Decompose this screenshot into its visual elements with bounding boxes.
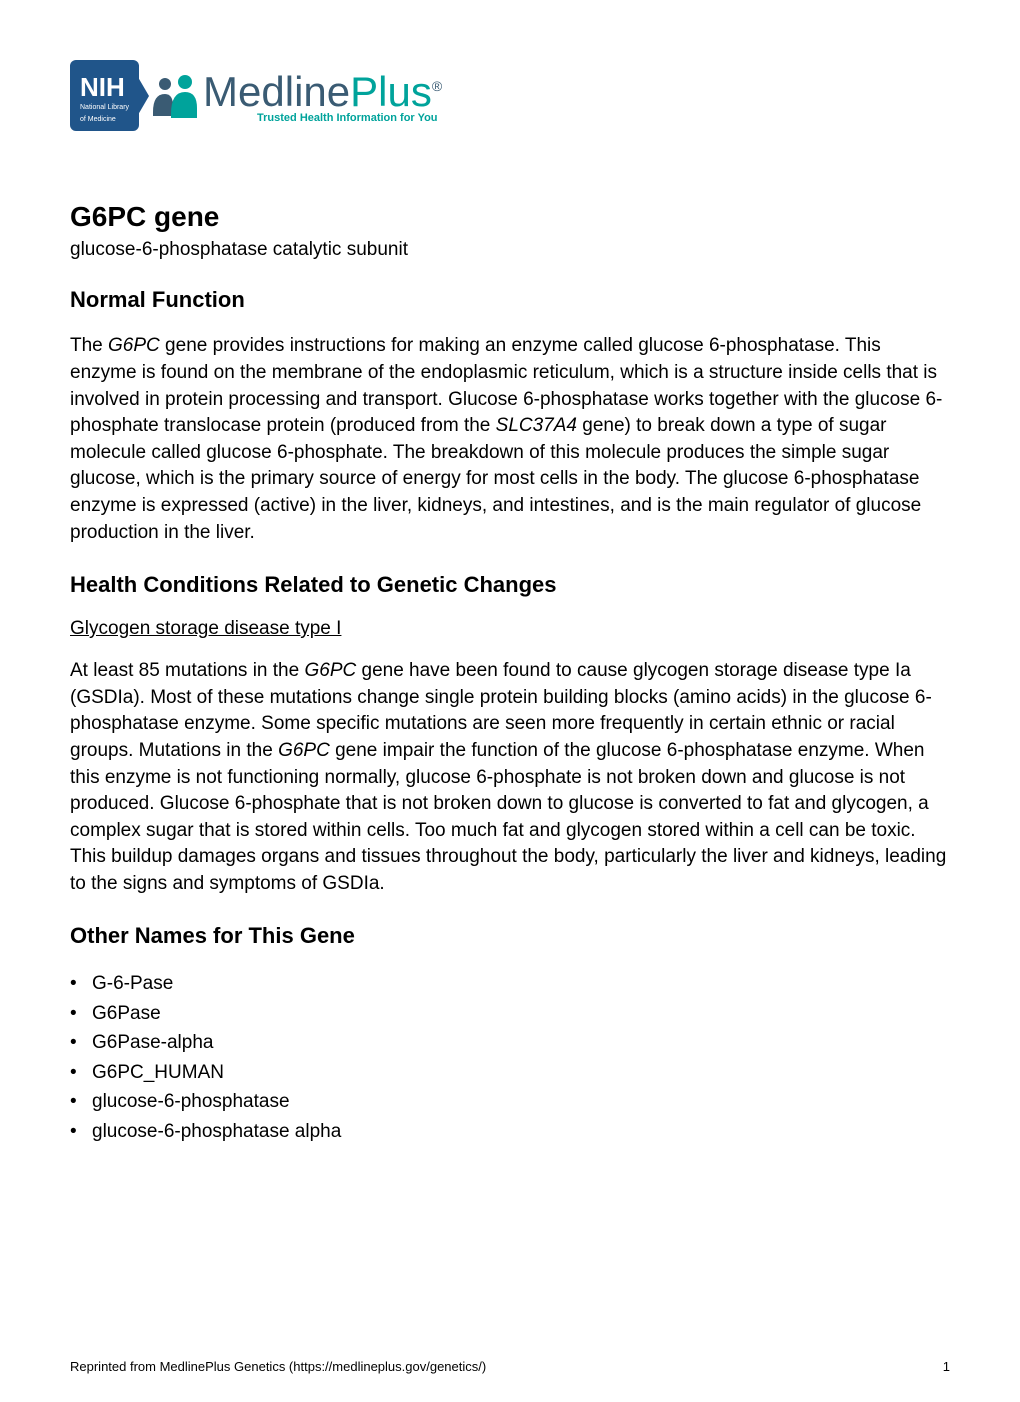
footer-source: Reprinted from MedlinePlus Genetics (htt…: [70, 1359, 486, 1374]
page-footer: Reprinted from MedlinePlus Genetics (htt…: [0, 1359, 1020, 1374]
brand-name: MedlinePlus®: [203, 68, 442, 116]
medlineplus-wordmark: MedlinePlus® Trusted Health Information …: [203, 68, 442, 124]
hc-text-3: gene impair the function of the glucose …: [70, 740, 946, 894]
list-item: G6Pase-alpha: [92, 1028, 950, 1057]
section-heading-normal-function: Normal Function: [70, 287, 950, 313]
nf-text-1: The: [70, 335, 108, 356]
nih-sub-1: National Library: [80, 104, 129, 112]
list-item: G6PC_HUMAN: [92, 1058, 950, 1087]
nih-badge: NIH National Library of Medicine: [70, 60, 139, 131]
brand-part-1: Medline: [203, 68, 350, 115]
logo-container: NIH National Library of Medicine Medline…: [70, 60, 950, 131]
nf-gene-2: SLC37A4: [496, 415, 577, 436]
brand-tagline: Trusted Health Information for You: [257, 112, 442, 124]
list-item: G-6-Pase: [92, 969, 950, 998]
other-names-list: G-6-Pase G6Pase G6Pase-alpha G6PC_HUMAN …: [70, 969, 950, 1146]
footer-page-number: 1: [943, 1359, 950, 1374]
list-item: G6Pase: [92, 999, 950, 1028]
brand-part-2: Plus: [350, 68, 432, 115]
section-heading-other-names: Other Names for This Gene: [70, 923, 950, 949]
hc-text-1: At least 85 mutations in the: [70, 660, 304, 681]
list-item: glucose-6-phosphatase alpha: [92, 1117, 950, 1146]
page-title: G6PC gene: [70, 201, 950, 233]
health-conditions-body: At least 85 mutations in the G6PC gene h…: [70, 658, 950, 897]
nih-sub-2: of Medicine: [80, 116, 129, 124]
normal-function-body: The G6PC gene provides instructions for …: [70, 333, 950, 546]
nf-gene-1: G6PC: [108, 335, 160, 356]
subheading-glycogen: Glycogen storage disease type I: [70, 618, 950, 640]
hc-gene-2: G6PC: [278, 740, 330, 761]
list-item: glucose-6-phosphatase: [92, 1087, 950, 1116]
nih-label: NIH: [80, 72, 125, 102]
registered-mark: ®: [432, 78, 442, 94]
medlineplus-people-icon: [151, 72, 199, 120]
page-subtitle: glucose-6-phosphatase catalytic subunit: [70, 239, 950, 261]
section-heading-health-conditions: Health Conditions Related to Genetic Cha…: [70, 572, 950, 598]
hc-gene-1: G6PC: [304, 660, 356, 681]
